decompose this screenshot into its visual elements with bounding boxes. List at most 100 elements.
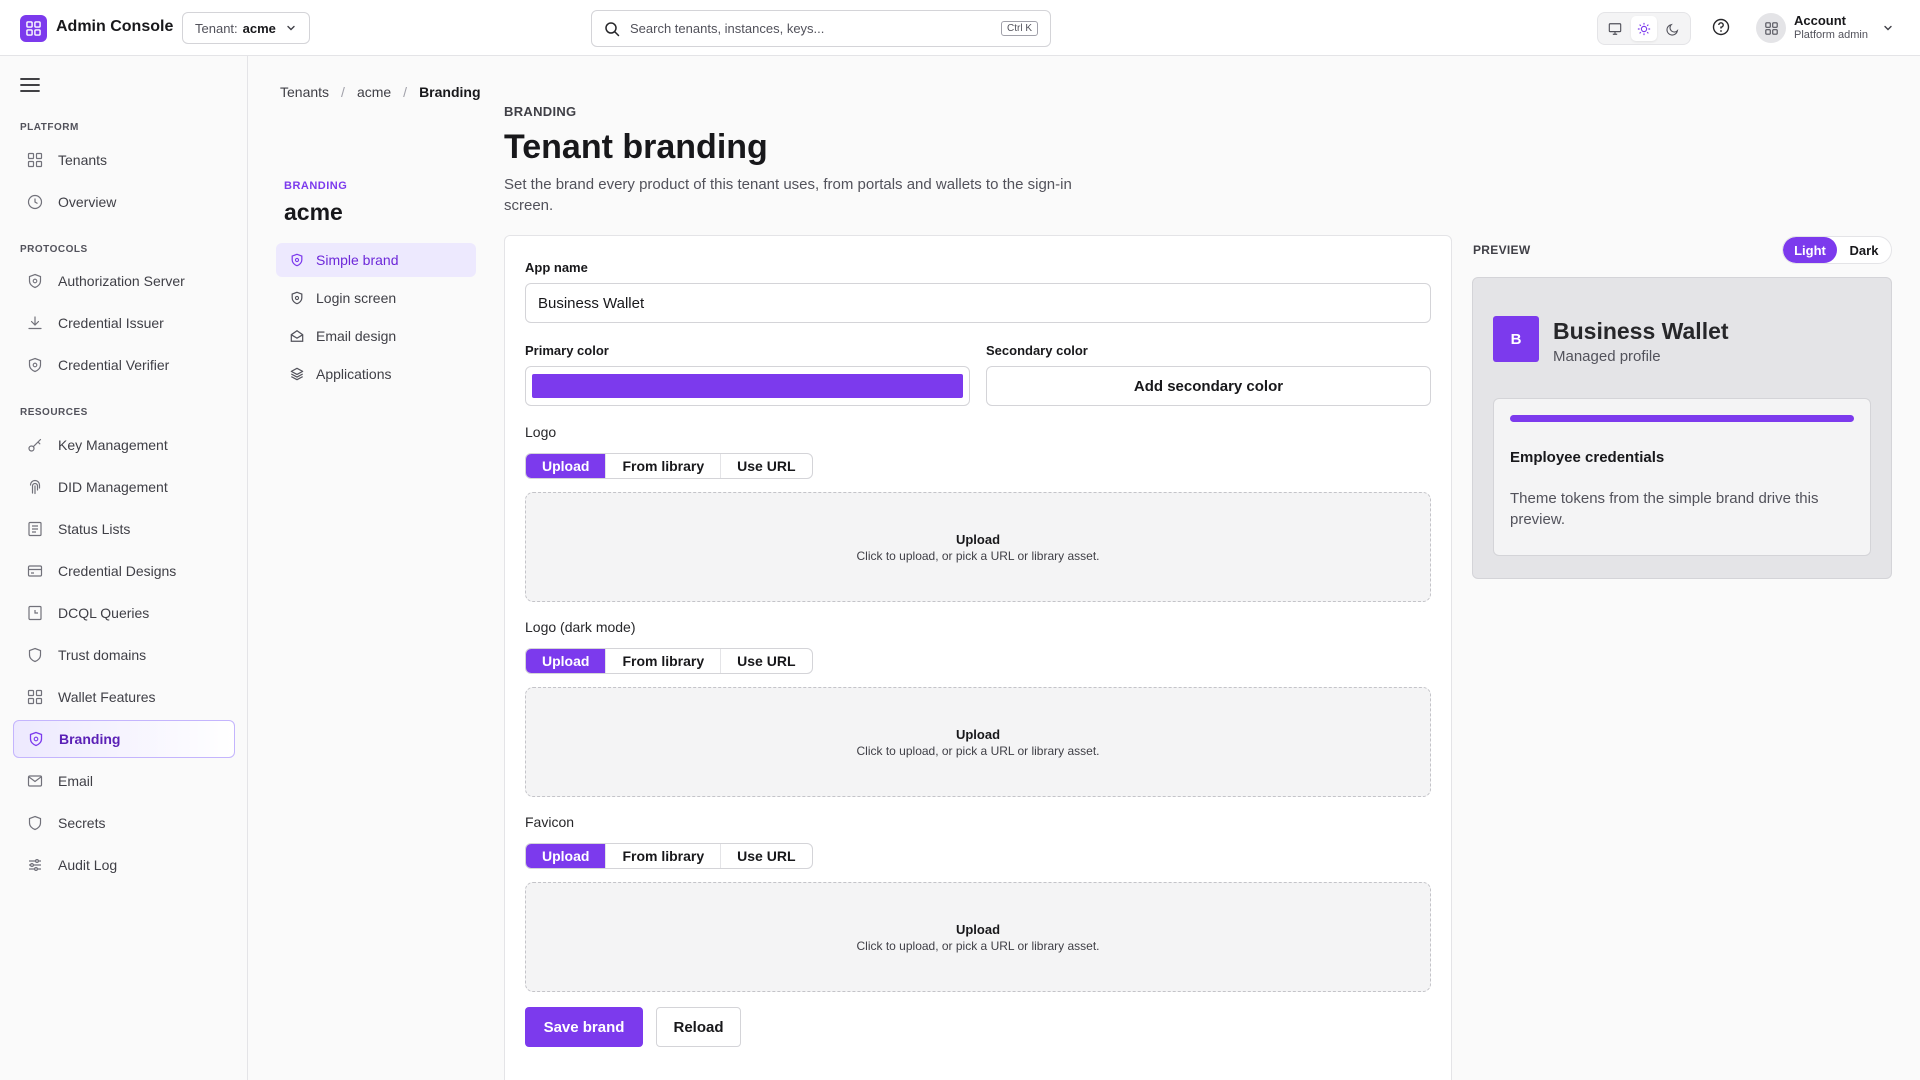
chevron-down-icon [287, 25, 295, 31]
breadcrumb-current: Branding [419, 84, 481, 100]
app-name-label: App name [525, 260, 588, 275]
subnav-item-label: Simple brand [316, 252, 399, 268]
system-theme-icon[interactable] [1602, 16, 1628, 41]
logo-dark-tab-upload[interactable]: Upload [526, 649, 606, 673]
dropzone-title: Upload [955, 726, 1001, 742]
sidebar-item-credential-designs[interactable]: Credential Designs [13, 552, 235, 590]
sidebar-item-dcql-queries[interactable]: DCQL Queries [13, 594, 235, 632]
mail-icon [26, 772, 44, 790]
sidebar-item-label: Audit Log [58, 857, 118, 873]
page-eyebrow: BRANDING [504, 104, 577, 119]
logo-dark-tab-from-library[interactable]: From library [605, 649, 720, 673]
reload-button[interactable]: Reload [656, 1007, 741, 1047]
logo-dark-source-tabs: Upload From library Use URL [525, 648, 813, 674]
sidebar-section-protocols: PROTOCOLS [20, 244, 88, 255]
chevron-down-icon [1884, 25, 1892, 31]
moon-icon[interactable] [1660, 16, 1686, 41]
favicon-dropzone[interactable]: Upload Click to upload, or pick a URL or… [525, 882, 1431, 992]
preview-light-button[interactable]: Light [1783, 237, 1837, 263]
tenant-selector-value: acme [242, 20, 276, 36]
subnav-item-simple-brand[interactable]: Simple brand [276, 243, 476, 277]
preview-dark-button[interactable]: Dark [1849, 242, 1879, 258]
sidebar-item-authorization-server[interactable]: Authorization Server [13, 262, 235, 300]
subnav-item-applications[interactable]: Applications [276, 357, 476, 391]
query-icon [26, 604, 44, 622]
sidebar-item-audit-log[interactable]: Audit Log [13, 846, 235, 884]
logo-dark-tab-use-url[interactable]: Use URL [720, 649, 811, 673]
sun-icon[interactable] [1630, 16, 1657, 41]
primary-color-swatch[interactable] [532, 374, 963, 398]
mail-open-icon [290, 329, 304, 343]
favicon-tab-from-library[interactable]: From library [605, 844, 720, 868]
logo-dark-dropzone[interactable]: Upload Click to upload, or pick a URL or… [525, 687, 1431, 797]
primary-color-picker[interactable] [525, 366, 970, 406]
favicon-tab-upload[interactable]: Upload [526, 844, 606, 868]
breadcrumb-acme[interactable]: acme [356, 84, 392, 100]
search-shortcut-hint: Ctrl K [1001, 21, 1038, 36]
app-name-input[interactable] [526, 284, 1430, 322]
sidebar-item-email[interactable]: Email [13, 762, 235, 800]
sidebar-item-credential-verifier[interactable]: Credential Verifier [13, 346, 235, 384]
preview-app-logo: B [1493, 316, 1539, 362]
fingerprint-icon [26, 478, 44, 496]
sidebar-item-status-lists[interactable]: Status Lists [13, 510, 235, 548]
dropzone-title: Upload [955, 921, 1001, 937]
app-logo-icon[interactable] [20, 15, 47, 42]
shield-icon [26, 646, 44, 664]
logo-tab-from-library[interactable]: From library [605, 454, 720, 478]
sidebar-item-label: Branding [59, 731, 121, 747]
list-icon [26, 520, 44, 538]
sidebar-item-secrets[interactable]: Secrets [13, 804, 235, 842]
sidebar-item-overview[interactable]: Overview [13, 183, 235, 221]
logo-tab-upload[interactable]: Upload [526, 454, 606, 478]
dropzone-hint: Click to upload, or pick a URL or librar… [856, 548, 1100, 563]
sidebar-item-did-management[interactable]: DID Management [13, 468, 235, 506]
sidebar-item-wallet-features[interactable]: Wallet Features [13, 678, 235, 716]
breadcrumb-tenants[interactable]: Tenants [280, 84, 330, 100]
subnav-item-label: Applications [316, 366, 392, 382]
sidebar-item-label: Credential Designs [58, 563, 177, 579]
tenant-selector[interactable]: Tenant: acme [182, 12, 310, 44]
preview-label: PREVIEW [1473, 243, 1531, 257]
logo-dropzone[interactable]: Upload Click to upload, or pick a URL or… [525, 492, 1431, 602]
logo-tab-use-url[interactable]: Use URL [720, 454, 811, 478]
grid-icon [26, 151, 44, 169]
subnav-item-email-design[interactable]: Email design [276, 319, 476, 353]
preview-app-name: Business Wallet [1553, 318, 1729, 344]
preview-card-title: Employee credentials [1510, 449, 1665, 466]
account-name: Account [1794, 13, 1846, 28]
favicon-tab-use-url[interactable]: Use URL [720, 844, 811, 868]
subnav-title: acme [284, 199, 343, 225]
sidebar-item-label: Authorization Server [58, 273, 185, 289]
subnav-item-label: Login screen [316, 290, 397, 306]
save-brand-button[interactable]: Save brand [525, 1007, 643, 1047]
app-name-field[interactable] [525, 283, 1431, 323]
download-icon [26, 314, 44, 332]
sidebar-item-label: Credential Issuer [58, 315, 164, 331]
sidebar-item-branding[interactable]: Branding [13, 720, 235, 758]
add-secondary-color-button[interactable]: Add secondary color [986, 366, 1431, 406]
sidebar-item-key-management[interactable]: Key Management [13, 426, 235, 464]
dropzone-hint: Click to upload, or pick a URL or librar… [856, 743, 1100, 758]
hamburger-menu-icon[interactable] [20, 77, 40, 97]
help-icon[interactable] [1712, 18, 1730, 40]
search-icon [605, 21, 620, 36]
sidebar-item-credential-issuer[interactable]: Credential Issuer [13, 304, 235, 342]
favicon-label: Favicon [525, 814, 575, 830]
dropzone-title: Upload [955, 531, 1001, 547]
app-title[interactable]: Admin Console [56, 18, 174, 35]
sidebar-item-trust-domains[interactable]: Trust domains [13, 636, 235, 674]
logo-source-tabs: Upload From library Use URL [525, 453, 813, 479]
global-search[interactable]: Ctrl K [591, 10, 1051, 47]
shield-icon [290, 291, 304, 305]
search-input[interactable] [630, 21, 991, 36]
sidebar-item-tenants[interactable]: Tenants [13, 141, 235, 179]
subnav-item-login-screen[interactable]: Login screen [276, 281, 476, 315]
primary-color-label: Primary color [525, 343, 609, 358]
account-menu[interactable]: Account Platform admin [1756, 12, 1896, 44]
sidebar-item-label: DID Management [58, 479, 168, 495]
breadcrumb: Tenants / acme / Branding [280, 84, 481, 100]
sidebar-item-label: Status Lists [58, 521, 131, 537]
secondary-color-label: Secondary color [986, 343, 1088, 358]
breadcrumb-separator: / [341, 84, 345, 100]
